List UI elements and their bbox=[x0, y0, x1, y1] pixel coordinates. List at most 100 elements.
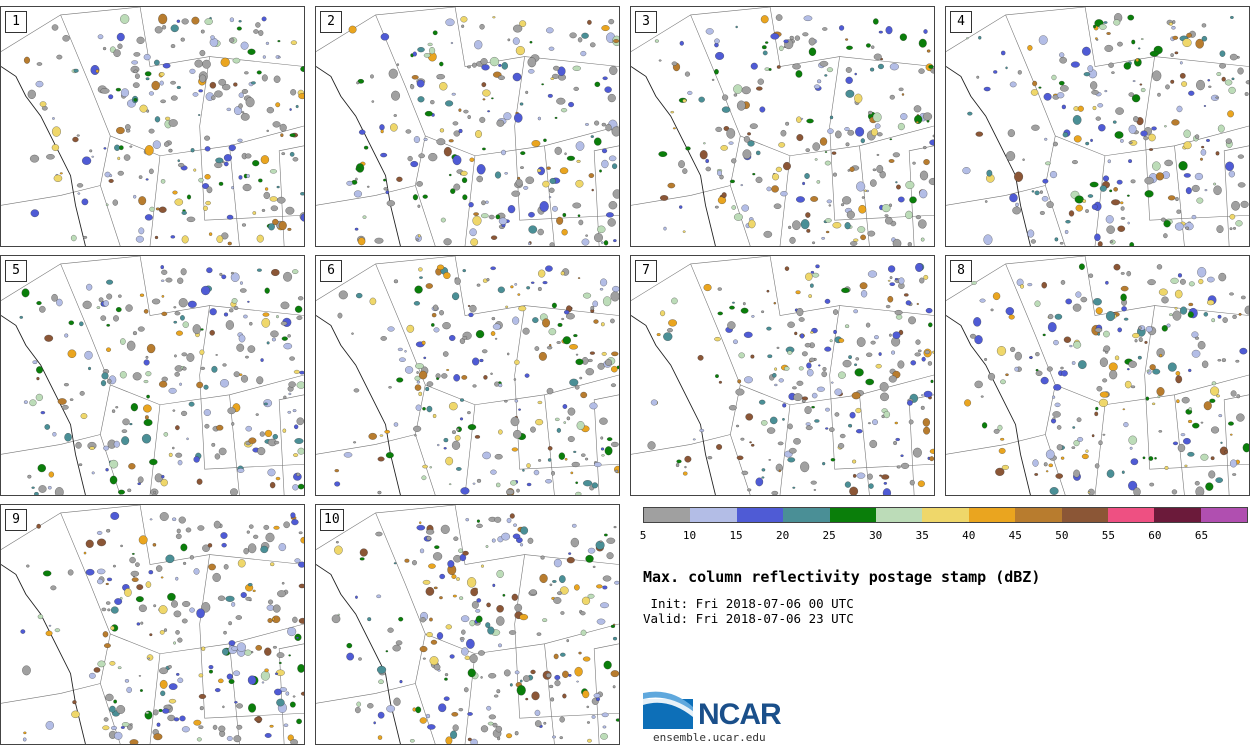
echo-cell bbox=[110, 512, 120, 520]
echo-cell bbox=[149, 518, 153, 521]
echo-cell bbox=[136, 622, 141, 626]
echo-cell bbox=[380, 129, 384, 134]
echo-cell bbox=[139, 104, 148, 113]
echo-cell bbox=[56, 298, 63, 307]
echo-cell bbox=[1051, 74, 1057, 81]
echo-cell bbox=[204, 18, 213, 25]
echo-cell bbox=[1148, 133, 1156, 142]
echo-cell bbox=[575, 358, 584, 366]
echo-cell bbox=[171, 600, 178, 608]
echo-cell bbox=[433, 586, 438, 590]
echo-cell bbox=[197, 114, 201, 116]
echo-cell bbox=[1005, 373, 1009, 377]
echo-cell bbox=[518, 408, 521, 411]
echo-cell bbox=[243, 314, 248, 319]
state-border bbox=[139, 256, 304, 316]
echo-cell bbox=[138, 535, 148, 545]
echo-cell bbox=[607, 93, 616, 103]
echo-cell bbox=[448, 173, 452, 177]
echo-cell bbox=[506, 517, 512, 524]
echo-cell bbox=[1096, 386, 1103, 392]
echo-cell bbox=[241, 223, 247, 227]
echo-cell bbox=[1176, 209, 1181, 214]
echo-cell bbox=[1099, 24, 1107, 30]
echo-cell bbox=[211, 95, 216, 101]
echo-cell bbox=[113, 315, 119, 322]
echo-cell bbox=[1043, 462, 1048, 467]
echo-cell bbox=[1022, 158, 1025, 161]
echo-cell bbox=[1194, 172, 1203, 181]
echo-cell bbox=[438, 703, 447, 713]
echo-cell bbox=[568, 101, 575, 108]
echo-cell bbox=[577, 37, 583, 43]
echo-cell bbox=[899, 33, 907, 41]
echo-cell bbox=[529, 589, 537, 596]
echo-cell bbox=[426, 405, 433, 413]
state-border bbox=[1094, 404, 1106, 495]
echo-cell bbox=[222, 648, 229, 656]
echo-cell bbox=[714, 337, 721, 342]
echo-cell bbox=[898, 196, 905, 203]
echo-cell bbox=[663, 226, 667, 231]
echo-cell bbox=[930, 379, 934, 384]
echo-cell bbox=[1048, 313, 1054, 320]
echo-cell bbox=[585, 457, 589, 461]
echo-cell bbox=[108, 178, 114, 183]
echo-cell bbox=[576, 159, 581, 163]
echo-cell bbox=[783, 162, 791, 171]
echo-cell bbox=[1076, 417, 1082, 423]
echo-cell bbox=[909, 479, 915, 486]
echo-cell bbox=[412, 51, 417, 57]
echo-cell bbox=[187, 300, 197, 308]
echo-cell bbox=[519, 614, 529, 621]
echo-cell bbox=[590, 42, 596, 48]
echo-cell bbox=[860, 290, 868, 298]
echo-cell bbox=[145, 581, 152, 588]
echo-cell bbox=[100, 88, 110, 94]
echo-cell bbox=[138, 604, 147, 613]
state-border bbox=[1, 434, 101, 455]
echo-cell bbox=[490, 331, 496, 336]
echo-cell bbox=[824, 151, 828, 153]
echo-cell bbox=[248, 437, 257, 444]
echo-cell bbox=[160, 279, 165, 282]
echo-cell bbox=[514, 731, 519, 736]
state-border bbox=[593, 145, 619, 246]
echo-cell bbox=[593, 319, 599, 324]
echo-cell bbox=[887, 279, 891, 282]
echo-cell bbox=[900, 113, 908, 120]
echo-cell bbox=[825, 218, 832, 223]
echo-cell bbox=[175, 452, 183, 458]
echo-cell bbox=[867, 422, 871, 425]
echo-cell bbox=[245, 355, 249, 359]
echo-cell bbox=[264, 733, 272, 738]
echo-cell bbox=[198, 89, 203, 93]
echo-cell bbox=[475, 330, 485, 339]
echo-cell bbox=[844, 127, 850, 131]
echo-cell bbox=[900, 454, 904, 457]
echo-cell bbox=[453, 536, 459, 541]
echo-cell bbox=[600, 447, 605, 451]
echo-cell bbox=[367, 703, 374, 709]
echo-cell bbox=[1073, 469, 1080, 478]
echo-cell bbox=[346, 180, 353, 186]
echo-cell bbox=[108, 94, 114, 100]
echo-cell bbox=[1228, 421, 1234, 426]
echo-cell bbox=[1172, 441, 1179, 446]
echo-cell bbox=[586, 721, 590, 724]
echo-cell bbox=[889, 94, 895, 100]
echo-cell bbox=[275, 102, 281, 108]
colorbar-segment bbox=[644, 508, 691, 522]
echo-cell bbox=[1061, 104, 1066, 110]
echo-cell bbox=[128, 463, 136, 470]
echo-cell bbox=[593, 693, 601, 699]
echo-cell bbox=[170, 24, 179, 33]
echo-cell bbox=[912, 161, 916, 165]
echo-cell bbox=[80, 413, 88, 419]
echo-cell bbox=[1233, 226, 1237, 230]
echo-cell bbox=[288, 392, 292, 396]
echo-cell bbox=[292, 157, 299, 162]
echo-cell bbox=[1238, 313, 1242, 316]
echo-cell bbox=[604, 86, 612, 93]
echo-cell bbox=[51, 126, 61, 137]
